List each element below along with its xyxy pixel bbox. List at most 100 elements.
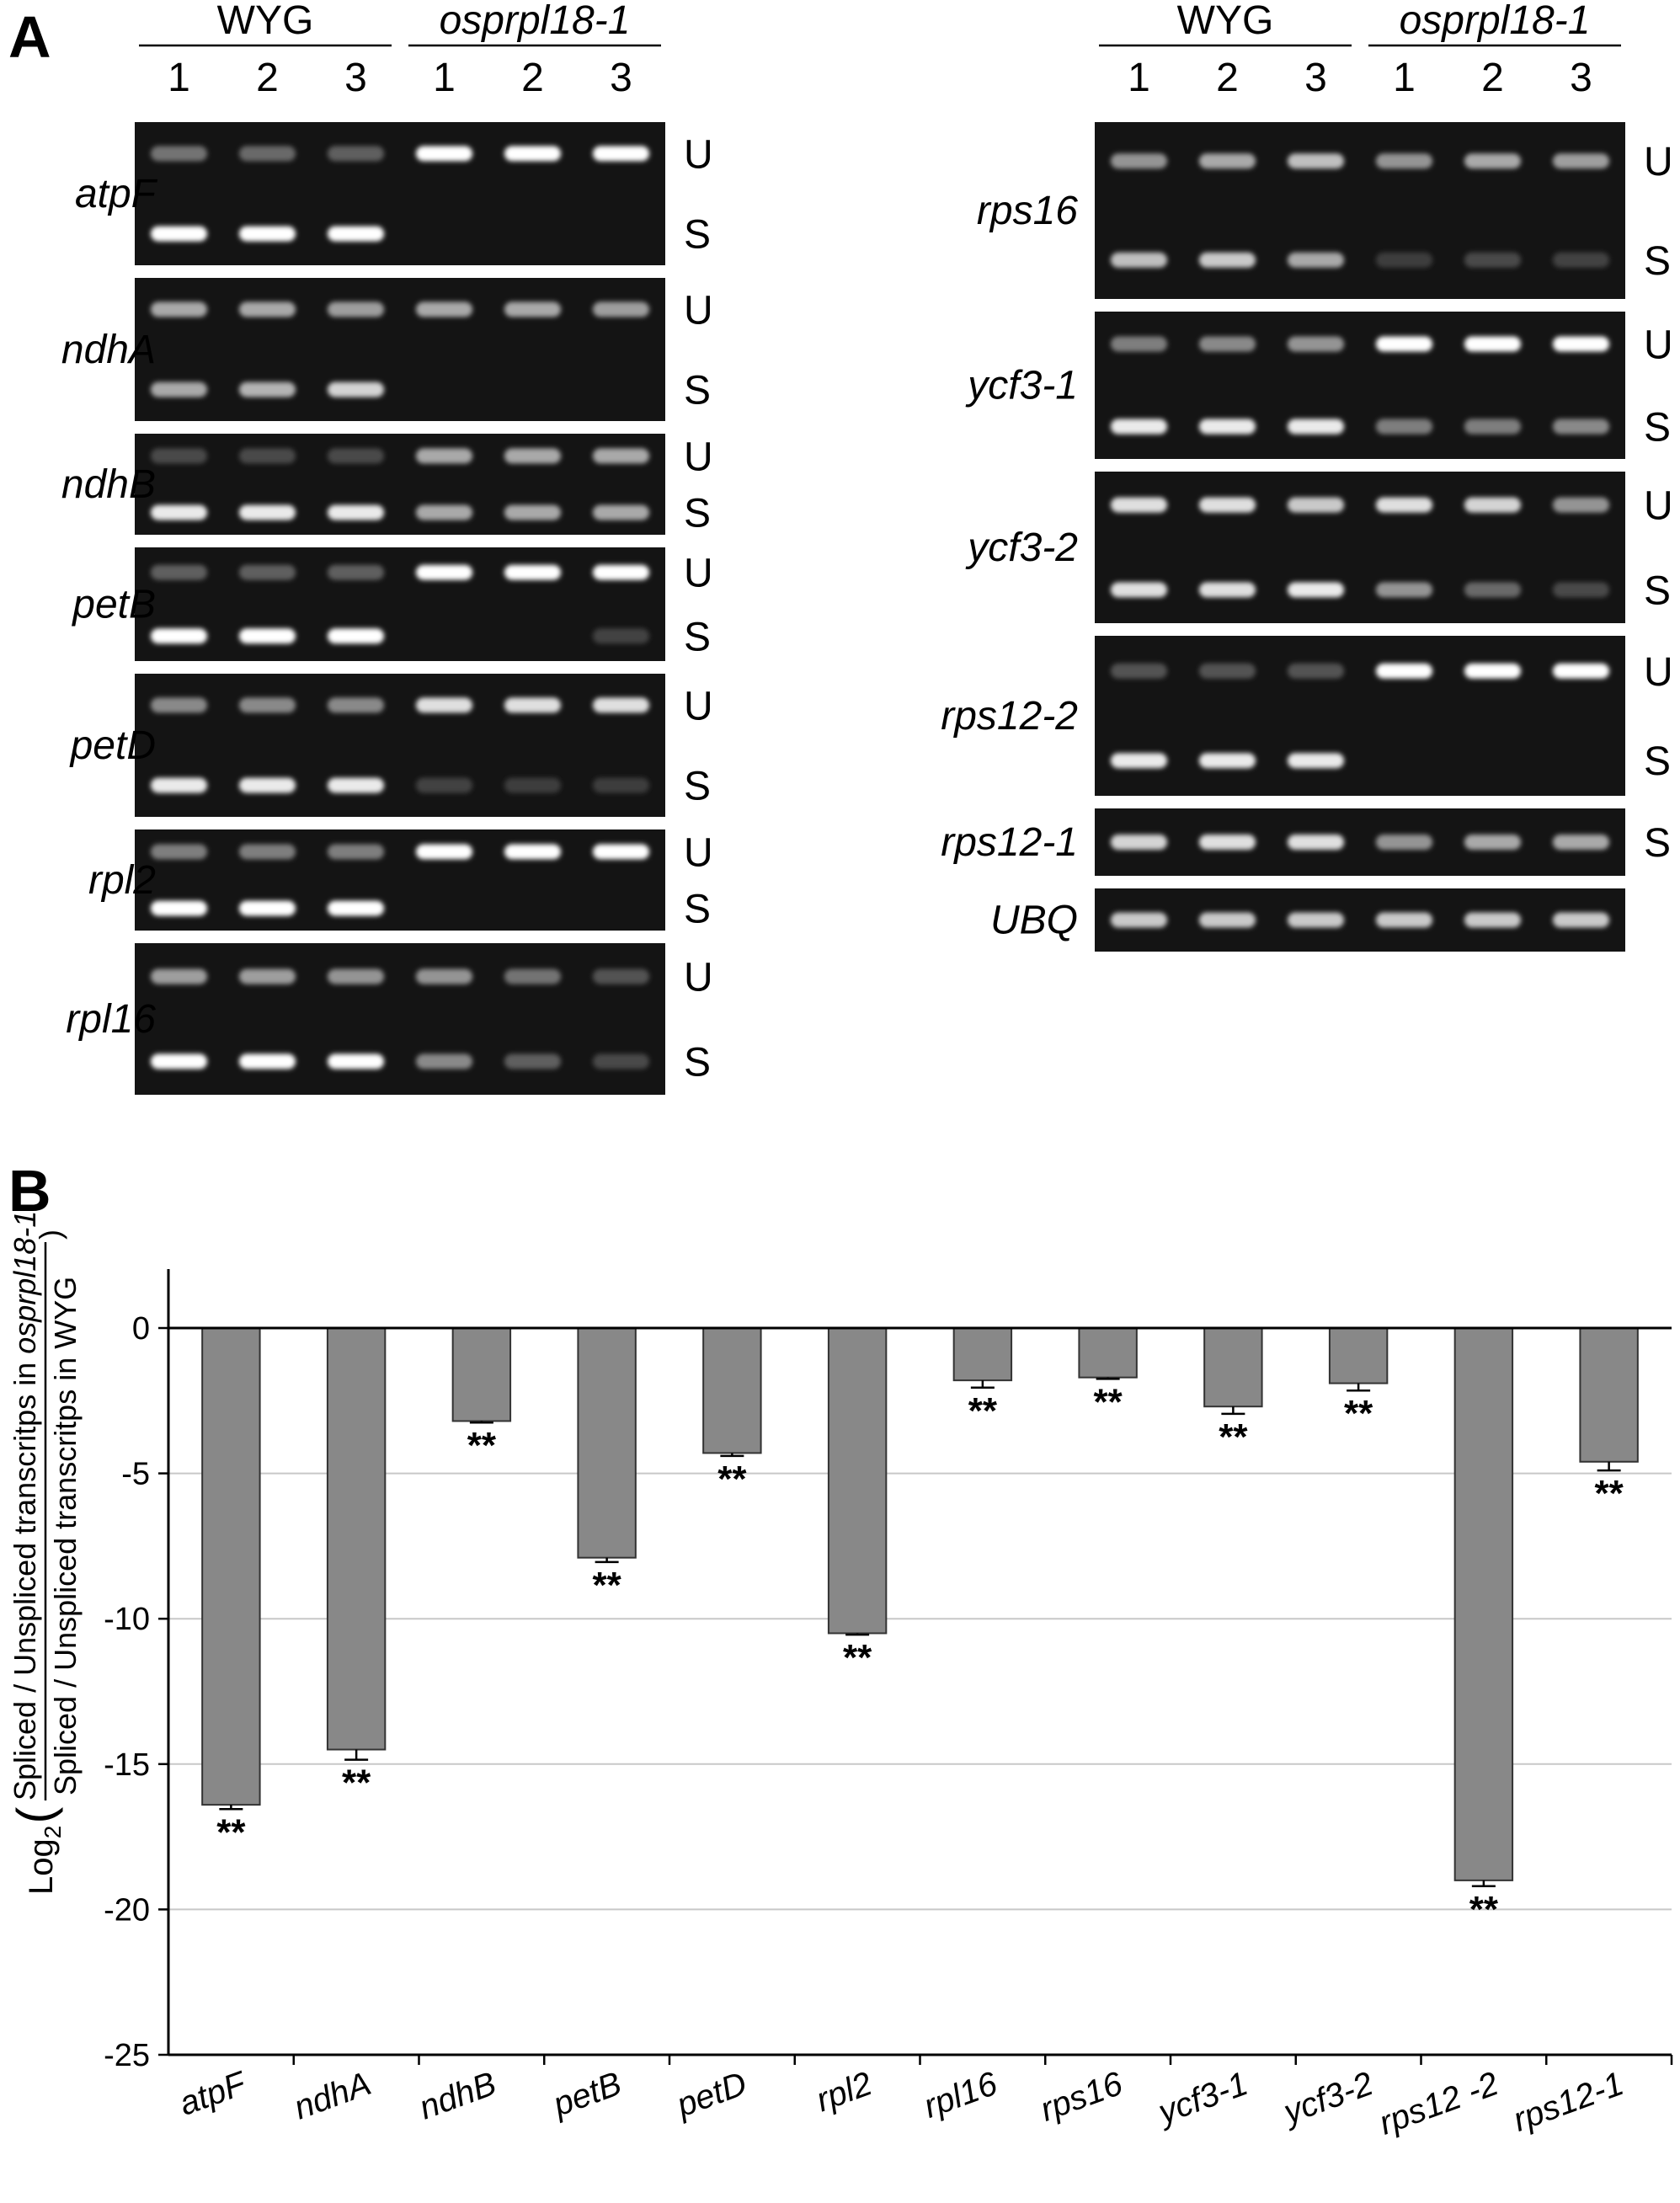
lane-label: 1 — [1393, 56, 1416, 100]
x-tick-label: rpl2 — [811, 2065, 877, 2119]
gel-band — [1198, 497, 1256, 513]
gel-band — [238, 1053, 296, 1069]
gel-band — [1552, 419, 1610, 435]
band-tag: U — [1644, 140, 1673, 184]
gel-band — [238, 564, 296, 580]
gel-band — [1110, 497, 1168, 513]
band-tag: S — [684, 369, 711, 413]
gene-label: petB — [71, 583, 156, 627]
gel-band — [592, 146, 650, 162]
gel-band — [1464, 663, 1522, 679]
gel-band — [1110, 663, 1168, 679]
gel-band — [1287, 336, 1345, 352]
gel-band — [1110, 912, 1168, 928]
gel-band — [150, 1053, 208, 1069]
gene-label: UBQ — [990, 899, 1078, 943]
gel-band — [1198, 252, 1256, 268]
gel-band — [592, 504, 650, 520]
band-tag: U — [1644, 323, 1673, 368]
gel-band — [1552, 663, 1610, 679]
panel-b-label: B — [8, 1158, 51, 1224]
x-tick-label: ndhA — [289, 2065, 376, 2126]
bar — [952, 1327, 1013, 1382]
gel-image — [135, 674, 665, 817]
gel-band — [504, 448, 562, 464]
band-tag: S — [684, 765, 711, 809]
gel-band — [504, 504, 562, 520]
x-tick-label: petB — [547, 2065, 626, 2124]
gel-band — [150, 564, 208, 580]
gel-band — [592, 1053, 650, 1069]
gel-band — [592, 968, 650, 984]
gel-band — [238, 844, 296, 860]
band-tag: S — [1644, 239, 1671, 284]
gel-band — [238, 146, 296, 162]
gene-label: rpl2 — [88, 858, 156, 903]
x-tick-label: rps12-1 — [1508, 2065, 1628, 2139]
gel-band — [1287, 252, 1345, 268]
gel-band — [150, 844, 208, 860]
gene-label: ycf3-1 — [965, 364, 1078, 408]
gene-label: ycf3-2 — [965, 525, 1078, 570]
significance-label: ** — [593, 1565, 622, 1606]
significance-label: ** — [216, 1811, 246, 1853]
gel-band — [1464, 153, 1522, 169]
significance-label: ** — [968, 1390, 998, 1432]
gel-band — [238, 226, 296, 242]
bar — [326, 1327, 387, 1751]
gel-image — [135, 943, 665, 1095]
gel-band — [592, 628, 650, 644]
gel-band — [238, 697, 296, 713]
band-tag: U — [684, 684, 713, 728]
gel-band — [1375, 419, 1433, 435]
gel-band — [1110, 753, 1168, 769]
gel-band — [1287, 835, 1345, 850]
gel-band — [327, 146, 385, 162]
significance-label: ** — [1219, 1416, 1248, 1458]
gel-band — [150, 146, 208, 162]
gel-band — [1552, 336, 1610, 352]
x-tick-label: petD — [671, 2065, 751, 2125]
y-tick-label: -20 — [104, 1892, 150, 1928]
gel-band — [327, 448, 385, 464]
gel-image — [1095, 472, 1625, 623]
gel-band — [1552, 252, 1610, 268]
gel-band — [592, 301, 650, 317]
gel-band — [415, 968, 473, 984]
x-tick-label: ycf3-1 — [1151, 2065, 1252, 2132]
gel-band — [1464, 912, 1522, 928]
bar — [702, 1327, 762, 1454]
gel-band — [1287, 419, 1345, 435]
bar — [1203, 1327, 1263, 1408]
significance-label: ** — [342, 1763, 371, 1804]
gel-band — [415, 564, 473, 580]
band-tag: U — [684, 552, 713, 596]
y-tick-label: -15 — [104, 1747, 150, 1783]
lane-label: 2 — [256, 56, 279, 100]
x-tick-label: ycf3-2 — [1277, 2065, 1378, 2132]
gel-band — [150, 697, 208, 713]
lane-label: 3 — [344, 56, 367, 100]
gel-band — [238, 900, 296, 916]
gel-band — [1552, 912, 1610, 928]
gel-band — [1375, 582, 1433, 598]
band-tag: U — [684, 132, 713, 177]
gel-image — [1095, 122, 1625, 299]
lane-label: 2 — [1216, 56, 1239, 100]
gel-band — [1375, 153, 1433, 169]
lane-label: 2 — [521, 56, 544, 100]
gel-band — [1198, 582, 1256, 598]
band-tag: U — [684, 435, 713, 479]
gel-band — [1198, 835, 1256, 850]
band-tag: S — [1644, 406, 1671, 451]
gel-band — [1110, 835, 1168, 850]
bar — [451, 1327, 512, 1422]
gel-band — [150, 504, 208, 520]
gel-band — [1464, 835, 1522, 850]
significance-label: ** — [1094, 1381, 1123, 1422]
gel-band — [504, 1053, 562, 1069]
gel-image — [1095, 636, 1625, 796]
gel-band — [238, 301, 296, 317]
ylabel-sub: 2 — [40, 1826, 66, 1839]
